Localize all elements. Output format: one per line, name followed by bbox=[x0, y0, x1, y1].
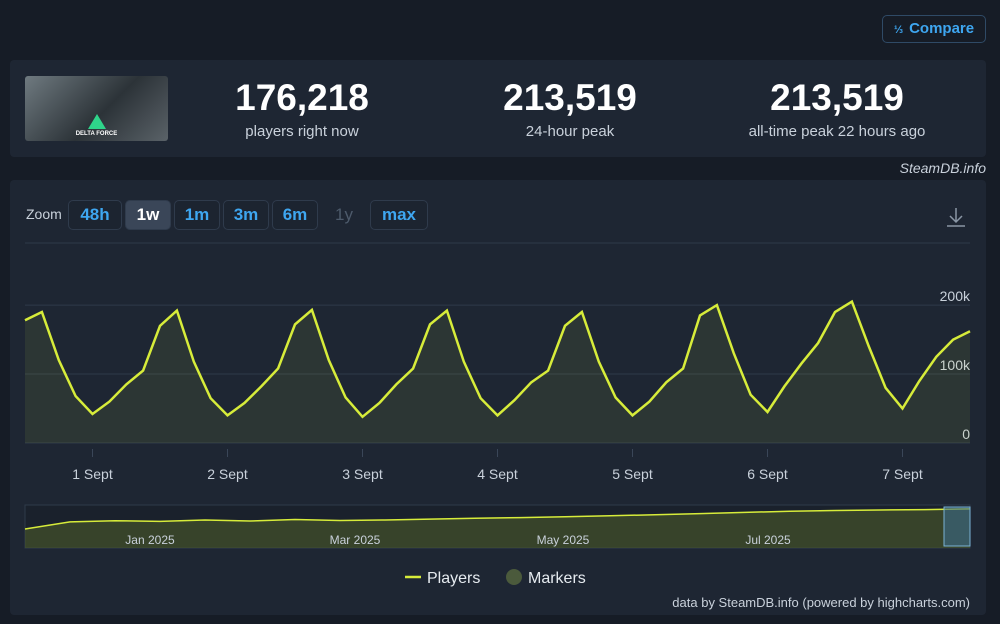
download-icon[interactable] bbox=[947, 208, 965, 227]
legend-label: Markers bbox=[528, 570, 586, 587]
logo bbox=[88, 114, 106, 129]
navigator-line bbox=[24, 508, 971, 530]
zoom-button[interactable]: 3m bbox=[223, 200, 269, 230]
stat-label: players right now bbox=[245, 123, 359, 140]
x-tick-label: 4 Sept bbox=[477, 466, 518, 482]
y-tick-label: 0 bbox=[962, 426, 970, 442]
compare-text: Compare bbox=[909, 20, 975, 37]
stat-value: 176,218 bbox=[235, 77, 369, 118]
x-tick-label: 5 Sept bbox=[612, 466, 653, 482]
navigator-label: May 2025 bbox=[537, 533, 590, 547]
stat-value: 213,519 bbox=[770, 77, 904, 118]
zoom-label: Zoom bbox=[26, 206, 62, 222]
legend-label: Players bbox=[427, 570, 480, 587]
navigator-label: Mar 2025 bbox=[330, 533, 381, 547]
x-tick-label: 1 Sept bbox=[72, 466, 113, 482]
compare-button[interactable]: ⅓ Compare bbox=[882, 15, 986, 43]
legend-marker bbox=[506, 569, 522, 585]
x-tick-label: 3 Sept bbox=[342, 466, 383, 482]
zoom-button[interactable]: 1w bbox=[125, 200, 171, 230]
stats-panel bbox=[10, 60, 986, 157]
zoom-button[interactable]: max bbox=[370, 200, 428, 230]
zoom-button: 1y bbox=[335, 205, 353, 224]
credits: data by SteamDB.info (powered by highcha… bbox=[672, 595, 970, 610]
x-tick-label: 2 Sept bbox=[207, 466, 248, 482]
line bbox=[24, 299, 971, 419]
navigator-label: Jan 2025 bbox=[125, 533, 175, 547]
compare-icon: ⅓ bbox=[893, 24, 904, 36]
navigator-handle bbox=[943, 506, 971, 547]
game-image: DELTA FORCE bbox=[25, 76, 168, 141]
y-tick-label: 200k bbox=[940, 288, 971, 304]
stat-label: 24-hour peak bbox=[525, 123, 615, 140]
zoom-button[interactable]: 1m bbox=[174, 200, 220, 230]
x-tick-label: 6 Sept bbox=[747, 466, 788, 482]
source: SteamDB.info bbox=[899, 160, 986, 176]
stat-label: all-time peak 22 hours ago bbox=[748, 123, 926, 140]
y-tick-label: 100k bbox=[940, 357, 971, 373]
x-tick-label: 7 Sept bbox=[882, 466, 923, 482]
game-name: DELTA FORCE bbox=[75, 131, 118, 137]
stat-value: 213,519 bbox=[503, 77, 637, 118]
zoom-button[interactable]: 48h bbox=[68, 200, 122, 230]
line-area bbox=[25, 301, 970, 443]
navigator-area bbox=[25, 508, 970, 548]
navigator-label: Jul 2025 bbox=[745, 533, 791, 547]
zoom-button[interactable]: 6m bbox=[272, 200, 318, 230]
